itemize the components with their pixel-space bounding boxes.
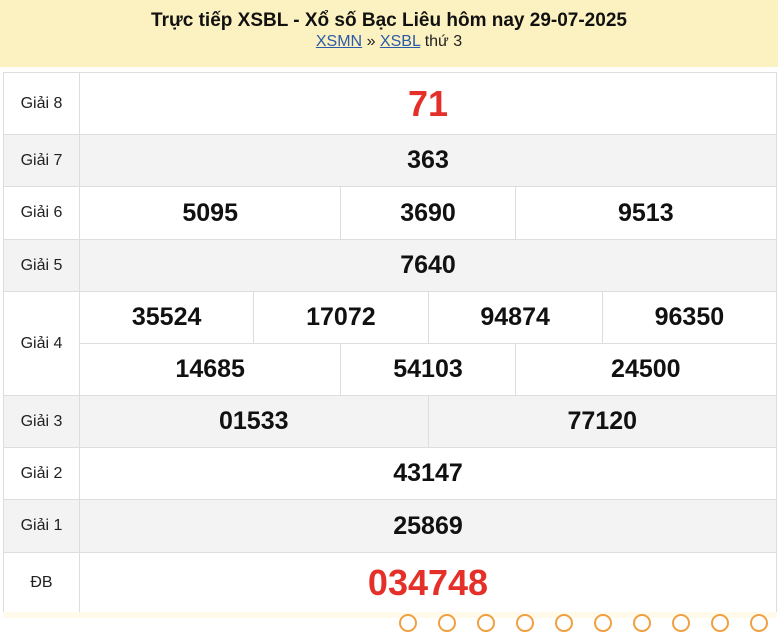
prize-label: Giải 2 — [3, 447, 80, 500]
prize-label: ĐB — [3, 552, 80, 613]
prize-number: 35524 — [78, 291, 255, 344]
prize-number: 9513 — [514, 186, 778, 240]
prize-label: Giải 4 — [3, 291, 80, 396]
prize-label: Giải 1 — [3, 499, 80, 553]
weekday-label: thứ 3 — [424, 33, 463, 50]
prize-row-6: Giải 6 5095 3690 9513 — [3, 186, 778, 240]
ball-icon — [711, 614, 729, 632]
ball-icon — [633, 614, 651, 632]
ball-icon — [399, 614, 417, 632]
prize-row-5: Giải 5 7640 — [3, 239, 777, 292]
prize-label: Giải 7 — [3, 134, 80, 187]
prize-row-8: Giải 8 71 — [3, 72, 777, 135]
prize-row-7: Giải 7 363 — [3, 134, 777, 187]
page-header: Trực tiếp XSBL - Xổ số Bạc Liêu hôm nay … — [0, 0, 778, 67]
prize-label: Giải 8 — [3, 72, 80, 135]
ball-icon — [750, 614, 768, 632]
ball-icon — [477, 614, 495, 632]
breadcrumb-xsbl-link[interactable]: XSBL — [379, 33, 421, 50]
prize-row-4b: 14685 54103 24500 — [4, 343, 778, 396]
prize-number: 96350 — [601, 291, 778, 344]
prize-number: 43147 — [79, 447, 777, 500]
prize-number: 7640 — [79, 239, 777, 292]
breadcrumb-separator: » — [366, 33, 376, 50]
prize-label: Giải 6 — [3, 186, 80, 240]
prize-number: 54103 — [340, 343, 516, 396]
prize-number: 034748 — [79, 552, 777, 613]
prize-number: 17072 — [253, 291, 429, 344]
ball-icon — [594, 614, 612, 632]
breadcrumb: XSMN » XSBL thứ 3 — [0, 33, 778, 51]
ball-icon — [555, 614, 573, 632]
prize-label: Giải 5 — [3, 239, 80, 292]
prize-row-1: Giải 1 25869 — [3, 499, 777, 553]
footer-strip — [3, 612, 777, 618]
prize-number: 25869 — [79, 499, 777, 553]
prize-row-special: ĐB 034748 — [3, 552, 777, 613]
page-title: Trực tiếp XSBL - Xổ số Bạc Liêu hôm nay … — [151, 10, 627, 31]
prize-number: 5095 — [78, 186, 342, 240]
prize-row-3: Giải 3 01533 77120 — [3, 395, 777, 448]
prize-number: 77120 — [427, 395, 777, 448]
prize-number: 363 — [79, 134, 777, 187]
breadcrumb-xsmn-link[interactable]: XSMN — [315, 33, 363, 50]
prize-number: 24500 — [514, 343, 778, 396]
prize-number: 71 — [79, 72, 777, 135]
prize-number: 94874 — [427, 291, 603, 344]
prize-number: 14685 — [78, 343, 342, 396]
prize-number: 3690 — [340, 186, 516, 240]
prize-row-2: Giải 2 43147 — [3, 447, 777, 500]
ball-icon — [516, 614, 534, 632]
prize-row-4: Giải 4 35524 17072 94874 96350 — [3, 291, 778, 396]
ball-icon — [672, 614, 690, 632]
prize-number: 01533 — [79, 395, 429, 448]
results-table: Giải 8 71 Giải 7 363 Giải 6 5095 3690 9513 Gi… — [3, 72, 778, 613]
ball-icon — [438, 614, 456, 632]
prize-label: Giải 3 — [3, 395, 80, 448]
